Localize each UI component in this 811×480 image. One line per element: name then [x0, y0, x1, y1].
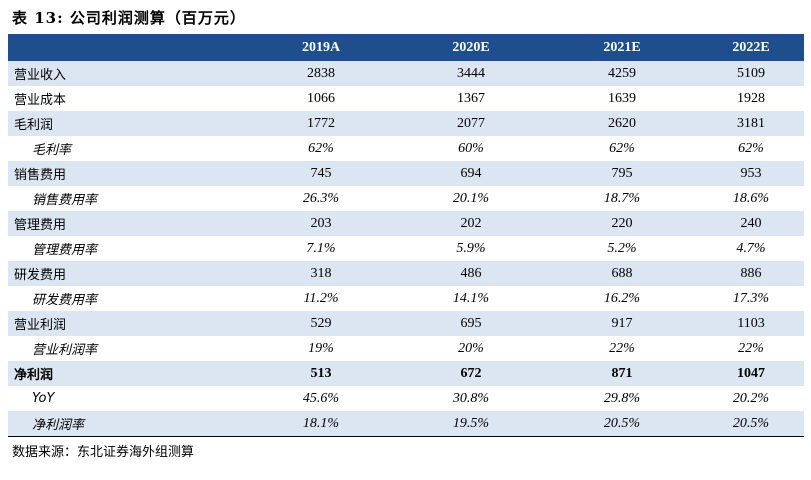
value-cell: 513	[246, 361, 396, 386]
table-row: 净利润 513 672 871 1047	[8, 361, 804, 386]
header-cell-label	[8, 34, 246, 61]
value-cell: 486	[396, 261, 546, 286]
value-cell: 5.9%	[456, 240, 486, 256]
row-label: 管理费用率	[32, 243, 98, 258]
value-cell: 22%	[609, 340, 635, 356]
value-cell: 1928	[737, 90, 765, 106]
value-cell: 45.6%	[302, 390, 340, 406]
value-cell: 5109	[698, 61, 804, 86]
value-cell: 1066	[307, 90, 335, 106]
table-row: 毛利率 62% 60% 62% 62%	[8, 136, 804, 161]
table-row: 营业利润率 19% 20% 22% 22%	[8, 336, 804, 361]
profit-forecast-table: 2019A 2020E 2021E 2022E 营业收入 2838 3444 4259…	[8, 34, 804, 437]
value-cell: 1367	[457, 90, 485, 106]
value-cell: 203	[246, 211, 396, 236]
value-cell: 3444	[396, 61, 546, 86]
value-cell: 16.2%	[603, 290, 641, 306]
value-cell: 3181	[698, 111, 804, 136]
table-row: YoY 45.6% 30.8% 29.8% 20.2%	[8, 386, 804, 411]
value-cell: 18.1%	[246, 411, 396, 437]
value-cell: 688	[546, 261, 698, 286]
value-cell: 917	[546, 311, 698, 336]
value-cell: 5.2%	[607, 240, 637, 256]
value-cell: 22%	[738, 340, 764, 356]
value-cell: 60%	[458, 140, 484, 156]
value-cell: 745	[246, 161, 396, 186]
value-cell: 20.2%	[732, 390, 770, 406]
table-row: 营业利润 529 695 917 1103	[8, 311, 804, 336]
value-cell: 1047	[698, 361, 804, 386]
table-row: 净利润率 18.1% 19.5% 20.5% 20.5%	[8, 411, 804, 437]
row-label: 销售费用率	[32, 193, 98, 208]
row-label: 毛利润	[8, 111, 246, 136]
table-row: 研发费用率 11.2% 14.1% 16.2% 17.3%	[8, 286, 804, 311]
row-label: 营业收入	[8, 61, 246, 86]
value-cell: 695	[396, 311, 546, 336]
table-row: 管理费用 203 202 220 240	[8, 211, 804, 236]
value-cell: 19.5%	[396, 411, 546, 437]
value-cell: 318	[246, 261, 396, 286]
value-cell: 17.3%	[732, 290, 770, 306]
value-cell: 1103	[698, 311, 804, 336]
header-cell-2021e: 2021E	[546, 34, 698, 61]
value-cell: 795	[546, 161, 698, 186]
value-cell: 62%	[308, 140, 334, 156]
row-label: 营业利润	[8, 311, 246, 336]
value-cell: 20%	[458, 340, 484, 356]
row-label: 营业成本	[14, 93, 67, 108]
value-cell: 62%	[738, 140, 764, 156]
table-row: 销售费用 745 694 795 953	[8, 161, 804, 186]
value-cell: 18.7%	[603, 190, 641, 206]
value-cell: 2077	[396, 111, 546, 136]
table-row: 营业收入 2838 3444 4259 5109	[8, 61, 804, 86]
value-cell: 953	[698, 161, 804, 186]
value-cell: 11.2%	[303, 290, 339, 306]
value-cell: 672	[396, 361, 546, 386]
row-label: 毛利率	[32, 143, 72, 158]
value-cell: 4259	[546, 61, 698, 86]
table-title: 表 13: 公司利润测算（百万元）	[12, 9, 246, 27]
value-cell: 7.1%	[306, 240, 336, 256]
value-cell: 2620	[546, 111, 698, 136]
header-cell-2022e: 2022E	[698, 34, 804, 61]
value-cell: 30.8%	[452, 390, 490, 406]
table-header-row: 2019A 2020E 2021E 2022E	[8, 34, 804, 61]
table-row: 毛利润 1772 2077 2620 3181	[8, 111, 804, 136]
row-label: 研发费用	[8, 261, 246, 286]
table-row: 研发费用 318 486 688 886	[8, 261, 804, 286]
row-label: 净利润率	[8, 411, 246, 437]
data-source-note: 数据来源：东北证券海外组测算	[12, 445, 195, 460]
value-cell: 18.6%	[732, 190, 770, 206]
table-row: 营业成本 1066 1367 1639 1928	[8, 86, 804, 111]
value-cell: 1772	[246, 111, 396, 136]
table-row: 销售费用率 26.3% 20.1% 18.7% 18.6%	[8, 186, 804, 211]
row-label: 管理费用	[8, 211, 246, 236]
value-cell: 529	[246, 311, 396, 336]
value-cell: 19%	[308, 340, 334, 356]
value-cell: 62%	[609, 140, 635, 156]
value-cell: 20.5%	[698, 411, 804, 437]
table-row: 管理费用率 7.1% 5.9% 5.2% 4.7%	[8, 236, 804, 261]
value-cell: 20.5%	[546, 411, 698, 437]
value-cell: 26.3%	[302, 190, 340, 206]
value-cell: 4.7%	[736, 240, 766, 256]
row-label: YoY	[32, 391, 55, 406]
value-cell: 240	[698, 211, 804, 236]
row-label: 营业利润率	[32, 343, 98, 358]
row-label: 净利润	[8, 361, 246, 386]
value-cell: 220	[546, 211, 698, 236]
value-cell: 1639	[608, 90, 636, 106]
value-cell: 29.8%	[603, 390, 641, 406]
value-cell: 886	[698, 261, 804, 286]
value-cell: 202	[396, 211, 546, 236]
row-label: 销售费用	[8, 161, 246, 186]
value-cell: 694	[396, 161, 546, 186]
header-cell-2019a: 2019A	[246, 34, 396, 61]
value-cell: 20.1%	[452, 190, 490, 206]
header-cell-2020e: 2020E	[396, 34, 546, 61]
value-cell: 2838	[246, 61, 396, 86]
value-cell: 871	[546, 361, 698, 386]
value-cell: 14.1%	[452, 290, 490, 306]
row-label: 研发费用率	[32, 293, 98, 308]
